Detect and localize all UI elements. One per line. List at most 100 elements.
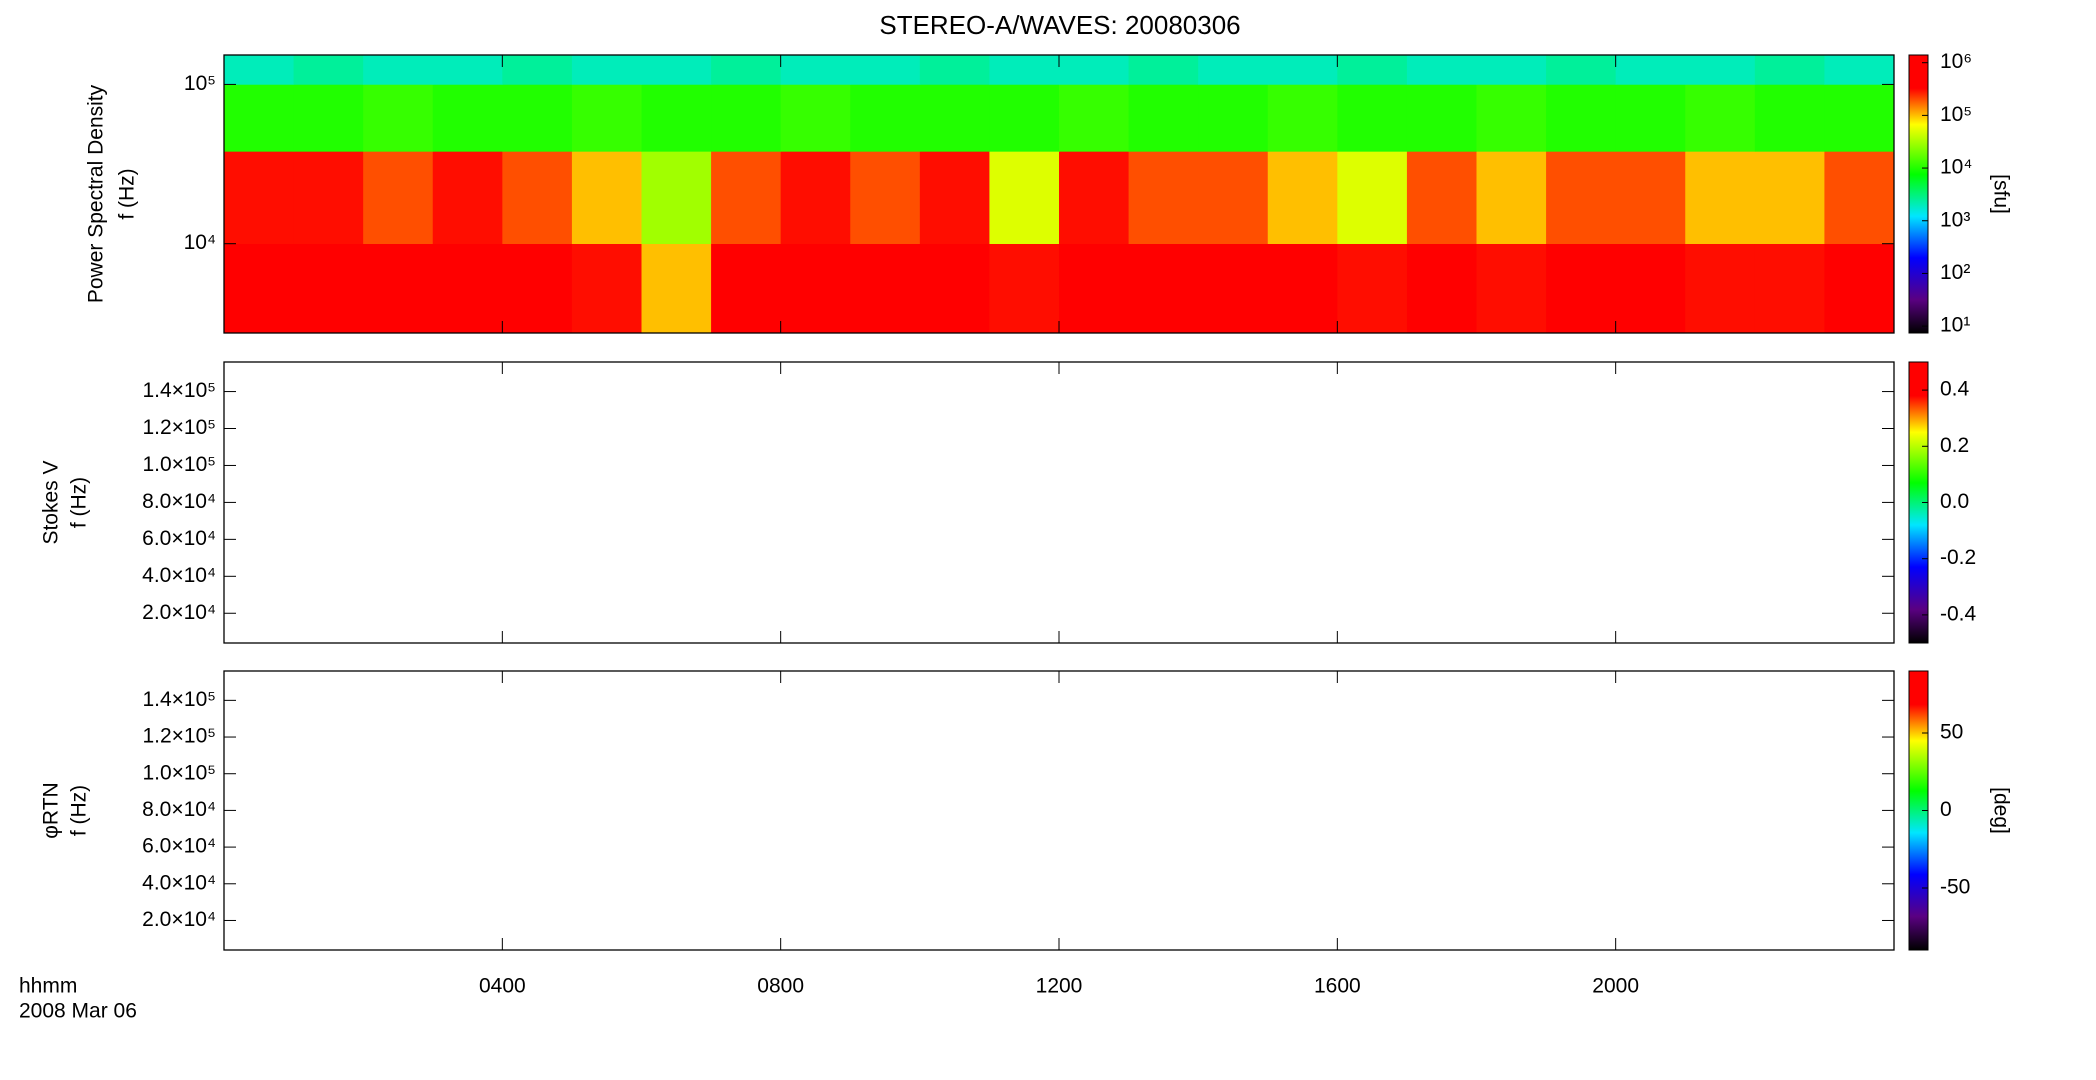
- y-tick-label: 1.0×10⁵: [142, 761, 216, 784]
- spectrogram-cell: [1824, 243, 1895, 334]
- spectrogram-cell: [1615, 55, 1686, 85]
- spectrogram-cell: [571, 243, 642, 334]
- spectrogram-cell: [1267, 84, 1338, 152]
- spectrogram-cell: [1198, 55, 1269, 85]
- spectrogram-cell: [1059, 243, 1130, 334]
- spectrogram-cell: [1824, 55, 1895, 85]
- x-axis-date: 2008 Mar 06: [19, 1000, 137, 1023]
- spectrogram-cell: [1406, 243, 1477, 334]
- spectrogram-cell: [224, 55, 295, 85]
- spectrogram-cell: [711, 243, 782, 334]
- spectrogram-cell: [1337, 84, 1408, 152]
- spectrogram-cell: [224, 243, 295, 334]
- spectrogram-cell: [293, 84, 364, 152]
- spectrogram-cell: [293, 55, 364, 85]
- spectrogram-cell: [363, 243, 434, 334]
- colorbar-tick-label: -0.4: [1940, 602, 1977, 625]
- colorbar-tick-label: 10¹: [1940, 314, 1970, 337]
- colorbar-tick-label: 10²: [1940, 261, 1970, 284]
- spectrogram-cell: [641, 151, 712, 244]
- spectrogram-cell: [363, 55, 434, 85]
- spectrogram-cell: [293, 151, 364, 244]
- spectrogram-cell: [1128, 55, 1199, 85]
- spectrogram-cell: [1824, 151, 1895, 244]
- x-tick-label: 1600: [1314, 975, 1361, 998]
- spectrogram-cell: [919, 55, 990, 85]
- spectrogram-cell: [919, 243, 990, 334]
- colorbar-label: [deg]: [1989, 787, 2012, 834]
- spectrogram-cell: [1198, 84, 1269, 152]
- colorbar-tick-label: 0.4: [1940, 378, 1970, 401]
- spectrogram-cell: [989, 243, 1060, 334]
- y-tick-label: 4.0×10⁴: [142, 564, 216, 587]
- y-tick-label: 6.0×10⁴: [142, 835, 216, 858]
- spectrogram-cell: [780, 243, 851, 334]
- spectrogram-cell: [571, 151, 642, 244]
- spectrogram-cell: [780, 84, 851, 152]
- colorbar-tick-label: 10⁶: [1940, 50, 1972, 73]
- spectrogram-cell: [1685, 243, 1756, 334]
- spectrogram-cell: [711, 151, 782, 244]
- y-tick-label: 1.2×10⁵: [142, 725, 216, 748]
- spectrogram-cell: [989, 84, 1060, 152]
- y-tick-label: 4.0×10⁴: [142, 871, 216, 894]
- spectrogram-cell: [1059, 151, 1130, 244]
- spectrogram-cell: [1546, 84, 1617, 152]
- spectrogram-cell: [1476, 84, 1547, 152]
- spectrogram-cell: [641, 55, 712, 85]
- y-tick-label: 10⁴: [184, 231, 216, 254]
- spectrogram-cell: [1267, 243, 1338, 334]
- colorbar-tick-label: 10⁵: [1940, 103, 1972, 126]
- spectrogram-cell: [1546, 55, 1617, 85]
- spectrogram-cell: [1685, 55, 1756, 85]
- spectrogram-cell: [1754, 84, 1825, 152]
- y-axis-label: Power Spectral Density: [85, 84, 108, 303]
- y-tick-label: 8.0×10⁴: [142, 798, 216, 821]
- y-axis-label: f (Hz): [68, 785, 91, 836]
- y-tick-label: 1.0×10⁵: [142, 453, 216, 476]
- x-tick-label: 1200: [1036, 975, 1083, 998]
- spectrogram-cell: [850, 84, 921, 152]
- spectrogram-cell: [502, 84, 573, 152]
- x-tick-label: 0400: [479, 975, 526, 998]
- spectrogram-cell: [1267, 151, 1338, 244]
- spectrogram-cell: [919, 151, 990, 244]
- colorbar: [1908, 54, 1929, 334]
- spectrogram-cell: [711, 55, 782, 85]
- spectrogram-cell: [571, 84, 642, 152]
- y-axis-label: φRTN: [40, 782, 63, 838]
- spectrogram-cell: [502, 243, 573, 334]
- spectrogram-cell: [224, 84, 295, 152]
- panel-frame: [223, 361, 1895, 644]
- spectrogram-cell: [432, 243, 503, 334]
- y-tick-label: 1.4×10⁵: [142, 688, 216, 711]
- spectrogram-cell: [1406, 55, 1477, 85]
- y-tick-label: 10⁵: [184, 72, 216, 95]
- colorbar-tick-label: 0.2: [1940, 434, 1969, 457]
- y-axis-label: Stokes V: [40, 460, 63, 544]
- spectrogram-cell: [1337, 55, 1408, 85]
- spectrogram-cell: [1546, 151, 1617, 244]
- spectrogram-cell: [850, 243, 921, 334]
- spectrogram-cell: [919, 84, 990, 152]
- y-tick-label: 8.0×10⁴: [142, 490, 216, 513]
- colorbar-label: [sfu]: [1989, 174, 2012, 214]
- spectrogram-cell: [780, 55, 851, 85]
- spectrogram-cell: [989, 55, 1060, 85]
- spectrogram-cell: [1128, 84, 1199, 152]
- y-tick-label: 6.0×10⁴: [142, 527, 216, 550]
- spectrogram-cell: [1476, 151, 1547, 244]
- y-tick-label: 2.0×10⁴: [142, 601, 216, 624]
- spectrogram-cell: [1615, 151, 1686, 244]
- colorbar-tick-label: 10³: [1940, 208, 1970, 231]
- spectrogram-cell: [711, 84, 782, 152]
- panel-frame: [223, 670, 1895, 951]
- spectrogram-cell: [1685, 84, 1756, 152]
- spectrogram-cell: [1685, 151, 1756, 244]
- spectrogram-cell: [1267, 55, 1338, 85]
- spectrogram-cell: [1059, 55, 1130, 85]
- spectrogram-cell: [1128, 151, 1199, 244]
- spectrogram-cell: [224, 151, 295, 244]
- spectrogram-cell: [571, 55, 642, 85]
- y-tick-label: 2.0×10⁴: [142, 908, 216, 931]
